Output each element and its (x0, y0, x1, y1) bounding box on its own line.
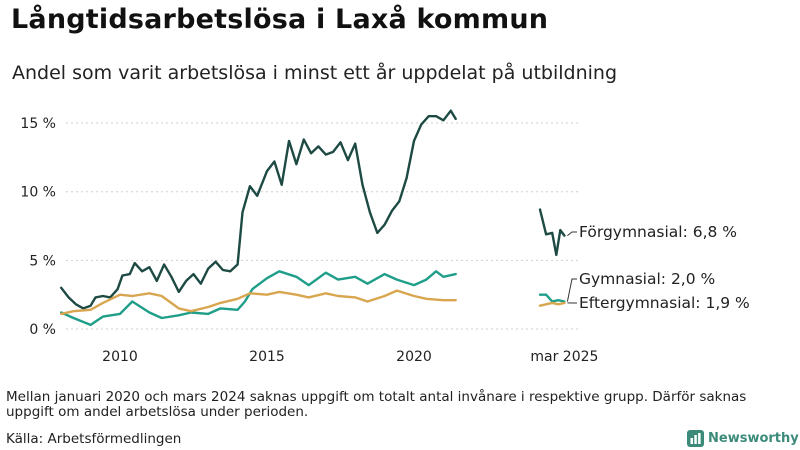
label-connector (567, 231, 577, 237)
brand-name: Newsworthy (708, 431, 799, 446)
x-tick-label: 2010 (102, 349, 138, 365)
line-chart: 0 % 5 % 10 % 15 % 2010 2015 2020 mar 2025 Förg… (20, 109, 750, 365)
y-tick-label: 0 % (29, 322, 56, 338)
series-line-eftergymnasial (538, 301, 566, 307)
series-end-label: Förgymnasial: 6,8 % (579, 223, 737, 241)
chart-title: Långtidsarbetslösa i Laxå kommun (11, 4, 549, 35)
source-text: Källa: Arbetsförmedlingen (6, 431, 182, 447)
x-tick-label: mar 2025 (530, 349, 598, 365)
newsworthy-logo-icon (687, 430, 704, 447)
brand-logo: Newsworthy (687, 430, 799, 447)
chart-subtitle: Andel som varit arbetslösa i minst ett å… (12, 62, 618, 84)
series-end-label: Eftergymnasial: 1,9 % (579, 294, 750, 312)
series-end-label: Gymnasial: 2,0 % (579, 270, 715, 288)
series-line-gymnasial (60, 270, 457, 327)
series-line-förgymnasial (538, 208, 566, 257)
x-tick-label: 2020 (396, 349, 432, 365)
y-tick-label: 10 % (20, 185, 56, 201)
y-tick-label: 5 % (29, 253, 56, 269)
grid-lines (66, 122, 578, 330)
series-line-gymnasial (538, 293, 566, 303)
label-connector (566, 278, 577, 302)
x-axis-tick-labels: 2010 2015 2020 mar 2025 (102, 349, 598, 365)
series-line-eftergymnasial (60, 289, 457, 316)
series-end-labels: Förgymnasial: 6,8 % Gymnasial: 2,0 % Efter… (566, 223, 750, 312)
y-axis-tick-labels: 0 % 5 % 10 % 15 % (20, 116, 56, 338)
y-tick-label: 15 % (20, 116, 56, 132)
footnote: Mellan januari 2020 och mars 2024 saknas… (6, 389, 747, 420)
x-tick-label: 2015 (249, 349, 285, 365)
series-line-förgymnasial (60, 109, 457, 310)
series-lines (60, 109, 566, 327)
